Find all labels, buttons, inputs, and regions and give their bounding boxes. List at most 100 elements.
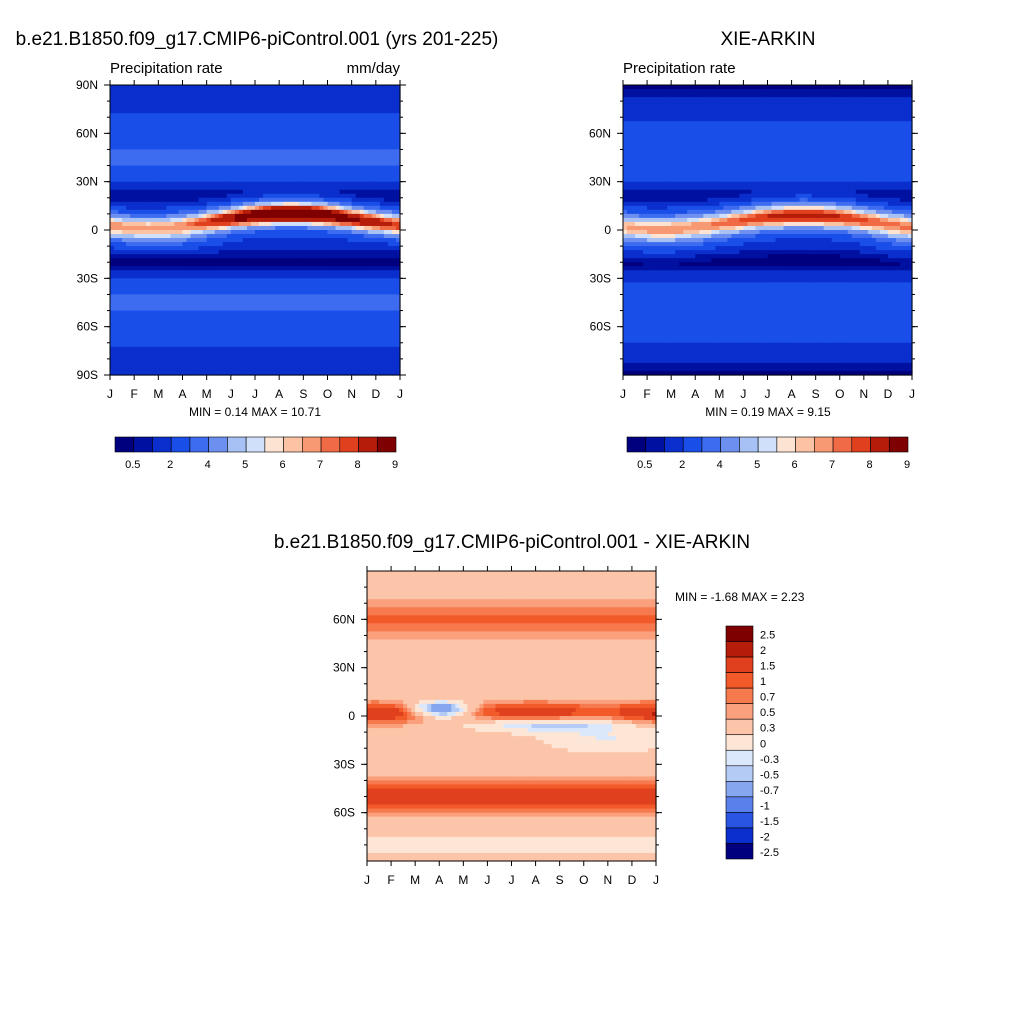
- contour-cell: [311, 266, 317, 271]
- contour-cell: [335, 258, 341, 263]
- contour-cell: [186, 117, 192, 122]
- contour-cell: [275, 254, 280, 259]
- contour-cell: [250, 185, 256, 191]
- contour-cell: [391, 290, 397, 296]
- contour-cell: [271, 101, 276, 106]
- contour-cell: [186, 266, 192, 271]
- contour-cell: [218, 338, 224, 344]
- contour-cell: [283, 189, 288, 195]
- contour-cell: [166, 193, 172, 199]
- contour-cell: [367, 209, 373, 215]
- contour-cell: [295, 270, 300, 275]
- contour-cell: [263, 230, 268, 235]
- contour-cell: [371, 338, 377, 344]
- contour-cell: [114, 314, 119, 320]
- contour-cell: [331, 238, 337, 243]
- contour-cell: [383, 193, 389, 199]
- contour-cell: [174, 201, 180, 207]
- contour-cell: [146, 254, 151, 259]
- contour-cell: [150, 185, 155, 191]
- contour-cell: [182, 270, 188, 275]
- contour-cell: [146, 262, 151, 267]
- contour-cell: [194, 342, 200, 348]
- contour-cell: [174, 165, 180, 171]
- contour-cell: [359, 137, 365, 142]
- contour-cell: [295, 322, 300, 328]
- contour-cell: [230, 97, 236, 102]
- contour-cell: [263, 334, 268, 340]
- contour-cell: [170, 193, 176, 199]
- contour-cell: [194, 145, 200, 151]
- contour-cell: [178, 141, 184, 147]
- contour-cell: [162, 125, 167, 130]
- contour-cell: [150, 242, 155, 247]
- contour-cell: [255, 129, 260, 134]
- contour-cell: [263, 113, 268, 118]
- contour-cell: [122, 121, 127, 126]
- contour-cell: [375, 322, 381, 328]
- contour-cell: [367, 141, 373, 147]
- contour-cell: [246, 326, 252, 332]
- contour-cell: [182, 105, 188, 110]
- contour-cell: [283, 177, 288, 183]
- contour-cell: [138, 113, 143, 118]
- contour-cell: [279, 322, 284, 328]
- contour-cell: [259, 318, 264, 324]
- contour-cell: [146, 298, 151, 304]
- contour-cell: [242, 109, 248, 114]
- contour-cell: [114, 238, 119, 243]
- contour-cell: [335, 286, 341, 292]
- contour-cell: [307, 101, 312, 106]
- contour-cell: [291, 298, 296, 304]
- contour-cell: [371, 169, 377, 175]
- contour-cell: [331, 354, 337, 360]
- contour-cell: [206, 258, 212, 263]
- contour-cell: [110, 97, 115, 102]
- contour-cell: [267, 334, 272, 340]
- contour-cell: [230, 137, 236, 142]
- contour-cell: [287, 129, 292, 134]
- contour-cell: [383, 330, 389, 336]
- contour-cell: [367, 342, 373, 348]
- contour-cell: [226, 109, 232, 114]
- contour-cell: [246, 201, 252, 207]
- contour-cell: [319, 173, 325, 179]
- contour-cell: [295, 205, 300, 211]
- contour-cell: [154, 242, 159, 247]
- contour-cell: [162, 274, 167, 279]
- contour-cell: [210, 258, 216, 263]
- contour-cell: [114, 342, 119, 348]
- contour-cell: [303, 181, 308, 187]
- contour-cell: [347, 334, 353, 340]
- contour-cell: [343, 330, 349, 336]
- contour-cell: [206, 137, 212, 142]
- contour-cell: [335, 213, 341, 219]
- contour-cell: [182, 294, 188, 300]
- contour-cell: [214, 306, 220, 312]
- contour-cell: [267, 89, 272, 94]
- contour-cell: [303, 342, 308, 348]
- contour-cell: [391, 153, 397, 159]
- contour-cell: [371, 306, 377, 312]
- contour-cell: [387, 201, 393, 207]
- contour-cell: [198, 250, 204, 255]
- contour-cell: [146, 97, 151, 102]
- contour-cell: [371, 157, 377, 163]
- contour-cell: [214, 185, 220, 191]
- contour-cell: [335, 338, 341, 344]
- contour-cell: [395, 137, 401, 142]
- contour-cell: [391, 282, 397, 287]
- contour-cell: [166, 286, 172, 292]
- contour-cell: [299, 169, 304, 175]
- contour-cell: [238, 125, 244, 130]
- contour-cell: [214, 290, 220, 296]
- contour-cell: [323, 153, 329, 159]
- contour-cell: [383, 326, 389, 332]
- contour-cell: [383, 338, 389, 344]
- contour-cell: [323, 290, 329, 296]
- contour-cell: [234, 354, 240, 360]
- contour-cell: [263, 185, 268, 191]
- contour-cell: [311, 125, 317, 130]
- contour-cell: [110, 282, 115, 287]
- contour-cell: [182, 230, 188, 235]
